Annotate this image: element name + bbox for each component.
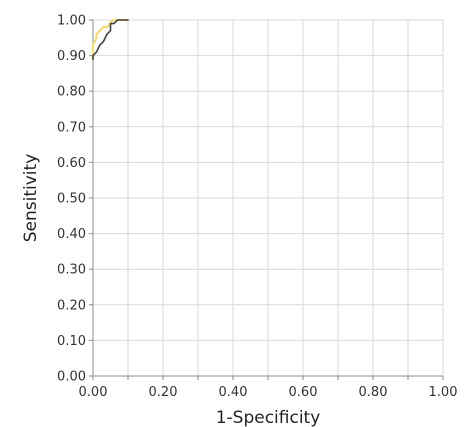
x-axis-ticks: 0.00 0.20 0.40 0.60 0.80 1.00 [79,376,458,400]
y-axis-ticks: 0.00 0.10 0.20 0.30 0.40 0.50 0.60 0.70 0.80 0.90… [57,14,93,385]
roc-curve-line-1 [91,18,130,61]
grid [92,19,444,377]
x-tick-label: 0.60 [289,385,318,400]
x-tick-label: 0.40 [219,385,248,400]
y-tick-label: 0.00 [57,370,86,385]
roc-curves [91,18,130,61]
x-axis-label: 1-Specificity [216,408,321,427]
x-tick-label: 1.00 [429,385,458,400]
roc-curve-line-2 [92,19,129,61]
y-tick-label: 0.60 [57,156,86,171]
y-axis-label: Sensitivity [21,154,41,243]
y-tick-label: 0.20 [57,298,86,313]
y-tick-label: 0.70 [57,120,86,135]
x-tick-label: 0.80 [359,385,388,400]
y-tick-label: 0.50 [57,192,86,207]
y-tick-label: 0.80 [57,85,86,100]
y-tick-label: 0.30 [57,263,86,278]
y-tick-label: 0.10 [57,334,86,349]
y-tick-label: 0.40 [57,227,86,242]
y-tick-label: 0.90 [57,49,86,64]
x-tick-label: 0.20 [149,385,178,400]
x-tick-label: 0.00 [79,385,108,400]
y-tick-label: 1.00 [57,14,86,29]
